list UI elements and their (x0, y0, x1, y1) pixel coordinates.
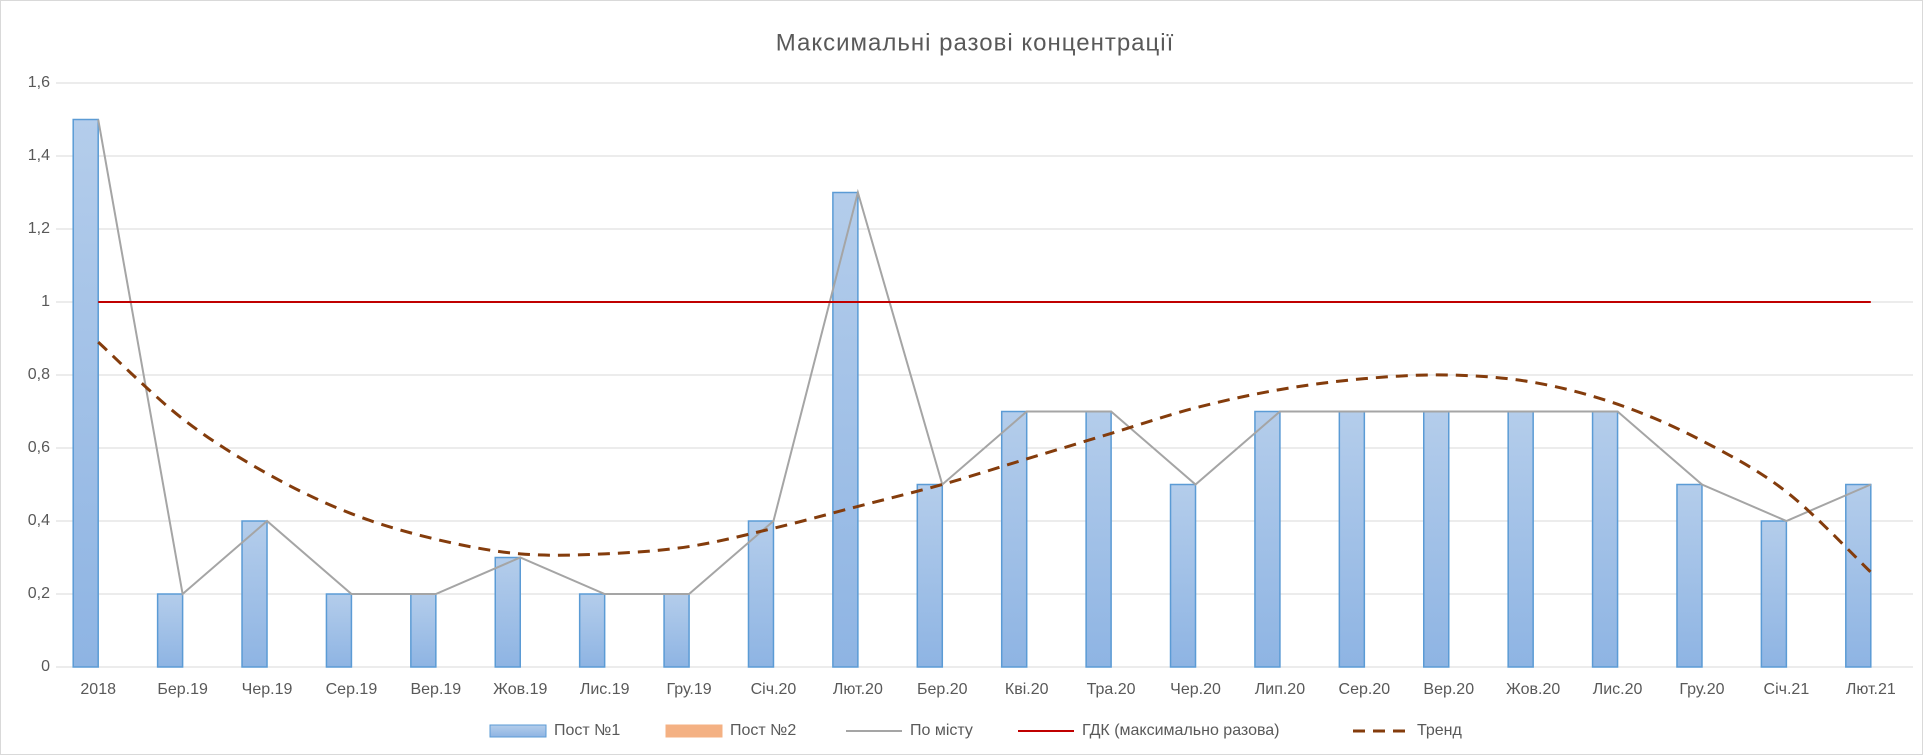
x-tick-label: Бер.19 (157, 681, 208, 698)
bar (325, 593, 353, 668)
x-tick-label: Вер.19 (410, 681, 461, 698)
x-tick-label: Кві.20 (1005, 681, 1049, 698)
y-tick-label: 0,4 (28, 512, 50, 529)
y-tick-label: 0,6 (28, 439, 50, 456)
x-tick-label: Жов.20 (1506, 681, 1560, 698)
x-tick-label: Сер.19 (326, 681, 378, 698)
x-tick-label: Сер.20 (1339, 681, 1391, 698)
legend-label: Пост №1 (554, 722, 620, 739)
bar (747, 520, 775, 668)
y-tick-label: 1,4 (28, 147, 50, 164)
bar (1845, 483, 1872, 668)
bar (1591, 410, 1619, 668)
x-tick-label: Січ.20 (751, 681, 797, 698)
y-tick-label: 0,2 (28, 585, 50, 602)
bar (1676, 483, 1703, 668)
x-tick-label: Лют.20 (833, 681, 883, 698)
y-tick-label: 0 (41, 658, 50, 675)
bar (410, 593, 437, 668)
x-tick-label: Лют.21 (1846, 681, 1896, 698)
x-tick-label: Гру.20 (1679, 681, 1724, 698)
legend-swatch (489, 724, 547, 738)
legend-label: ГДК (максимально разова) (1082, 722, 1280, 739)
bar (1085, 410, 1112, 668)
x-tick-label: 2018 (80, 681, 116, 698)
x-tick-label: Чер.19 (242, 681, 293, 698)
bar (578, 593, 606, 668)
line-series (97, 341, 1872, 574)
bar (1338, 410, 1366, 668)
chart-title: Максимальні разові концентрації (776, 29, 1175, 56)
bar (1169, 483, 1197, 668)
x-tick-label: Тра.20 (1087, 681, 1136, 698)
bar (916, 483, 944, 668)
y-tick-label: 1,2 (28, 220, 50, 237)
x-tick-label: Чер.20 (1170, 681, 1221, 698)
bar (1760, 520, 1788, 668)
legend-label: Тренд (1417, 722, 1463, 739)
x-tick-label: Жов.19 (493, 681, 547, 698)
bar (1000, 410, 1028, 668)
x-tick-label: Січ.21 (1764, 681, 1810, 698)
legend-label: Пост №2 (730, 722, 796, 739)
bar (1423, 410, 1450, 668)
bar (156, 593, 184, 668)
bar (1507, 410, 1534, 668)
line-series (97, 119, 1872, 596)
x-tick-label: Гру.19 (667, 681, 712, 698)
y-tick-label: 0,8 (28, 366, 50, 383)
y-tick-label: 1,6 (28, 74, 50, 91)
bar (1254, 410, 1281, 668)
x-tick-label: Лис.19 (580, 681, 630, 698)
legend-label: По місту (910, 722, 973, 739)
bar (72, 118, 99, 668)
x-tick-label: Вер.20 (1423, 681, 1474, 698)
x-tick-label: Лип.20 (1255, 681, 1305, 698)
y-tick-label: 1 (41, 293, 50, 310)
bar (832, 191, 859, 668)
x-tick-label: Лис.20 (1593, 681, 1643, 698)
bar (663, 593, 690, 668)
bar (241, 520, 268, 668)
legend-swatch (665, 724, 723, 738)
x-tick-label: Бер.20 (917, 681, 968, 698)
bar (494, 556, 521, 668)
